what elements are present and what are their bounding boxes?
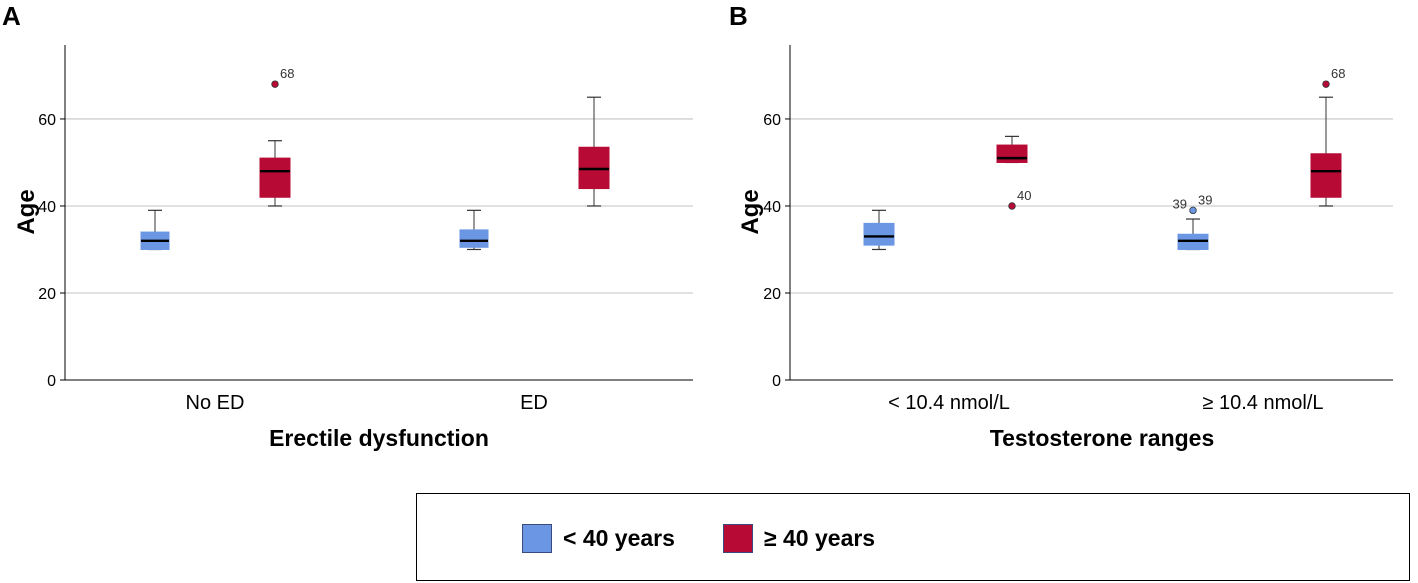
- legend-label-over40: ≥ 40 years: [764, 525, 876, 551]
- legend-swatch-over40: [723, 524, 753, 553]
- box: [996, 144, 1028, 163]
- x-tick-label: ED: [520, 392, 548, 414]
- x-axis-title: Erectile dysfunction: [269, 425, 489, 451]
- y-axis-title: Age: [737, 189, 764, 234]
- box: [863, 222, 895, 246]
- y-tick-label: 20: [763, 286, 781, 303]
- y-tick-label: 20: [38, 286, 56, 303]
- y-tick-label: 40: [763, 199, 781, 216]
- x-tick-label: < 10.4 nmol/L: [888, 392, 1010, 414]
- y-axis-title: Age: [13, 189, 40, 234]
- outlier-point: [1008, 202, 1016, 210]
- panel-label-a: A: [2, 1, 21, 31]
- outlier-label: 39: [1173, 196, 1187, 211]
- box: [459, 229, 489, 248]
- legend-item-over40: ≥ 40 years: [723, 524, 875, 553]
- y-tick-label: 0: [772, 373, 781, 390]
- outlier-point: [271, 80, 279, 88]
- chart-canvas: 0 20 40 60 No ED ED Erectile dysfunction Age 68 0…: [13, 45, 1393, 451]
- box: [1310, 153, 1342, 198]
- legend-label-under40: < 40 years: [563, 525, 675, 551]
- box: [259, 157, 291, 198]
- outlier-point: [1189, 206, 1197, 215]
- legend-swatch-under40: [522, 524, 552, 553]
- x-tick-label: No ED: [186, 392, 245, 414]
- panel-label-b: B: [729, 1, 748, 31]
- legend: < 40 years ≥ 40 years: [416, 493, 1410, 581]
- x-tick-label: ≥ 10.4 nmol/L: [1202, 392, 1323, 414]
- x-axis-title: Testosterone ranges: [990, 425, 1215, 451]
- outlier-label: 68: [280, 66, 294, 81]
- outlier-label: 68: [1331, 66, 1345, 81]
- y-tick-label: 40: [38, 199, 56, 216]
- legend-item-under40: < 40 years: [522, 524, 675, 553]
- y-tick-label: 0: [47, 373, 56, 390]
- y-tick-label: 60: [763, 112, 781, 129]
- outlier-point: [1322, 80, 1330, 88]
- outlier-label: 40: [1017, 188, 1031, 203]
- outlier-label: 39: [1198, 192, 1212, 207]
- y-tick-label: 60: [38, 112, 56, 129]
